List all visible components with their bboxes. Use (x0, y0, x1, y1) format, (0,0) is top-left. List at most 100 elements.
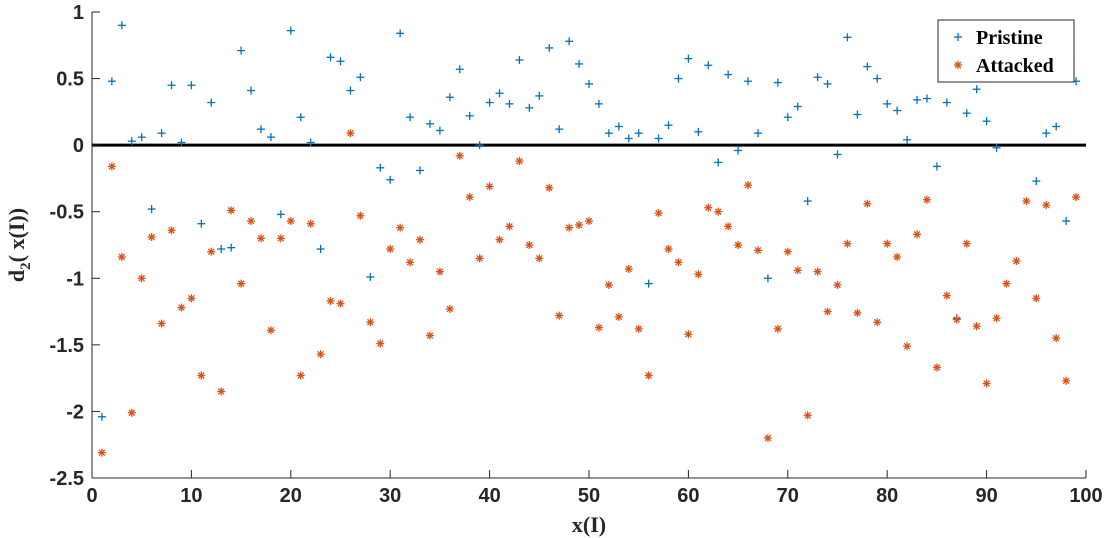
pristine-point (266, 133, 275, 142)
attacked-point (505, 222, 514, 231)
pristine-point (147, 205, 156, 214)
attacked-point (903, 342, 912, 351)
pristine-point (286, 26, 295, 35)
pristine-point (654, 134, 663, 143)
attacked-point (276, 234, 285, 243)
y-tick-label: -1.5 (50, 335, 84, 357)
attacked-point (376, 339, 385, 348)
pristine-point (942, 98, 951, 107)
pristine-point (873, 74, 882, 83)
attacked-point (843, 239, 852, 248)
attacked-point (833, 280, 842, 289)
pristine-point (992, 143, 1001, 152)
pristine-point (724, 70, 733, 79)
attacked-point (266, 326, 275, 335)
attacked-point (157, 319, 166, 328)
pristine-point (744, 77, 753, 86)
attacked-point (585, 217, 593, 226)
pristine-point (694, 127, 703, 136)
attacked-point (922, 195, 931, 204)
y-tick-label: -2.5 (50, 468, 84, 490)
attacked-point (1072, 193, 1081, 202)
attacked-point (674, 258, 683, 267)
attacked-point (435, 267, 444, 276)
pristine-point (296, 113, 305, 122)
attacked-point (575, 221, 584, 230)
pristine-point (227, 243, 236, 252)
attacked-point (962, 239, 971, 248)
attacked-point (644, 371, 653, 380)
attacked-point (425, 331, 434, 340)
attacked-point (694, 270, 703, 279)
attacked-point (455, 151, 464, 160)
x-tick-label: 0 (86, 485, 97, 507)
attacked-point (495, 235, 504, 244)
pristine-point (465, 111, 474, 120)
x-tick-label: 60 (677, 485, 699, 507)
legend-marker-pristine (954, 33, 962, 41)
attacked-point (684, 330, 693, 339)
attacked-point (873, 318, 882, 327)
pristine-point (396, 29, 405, 38)
pristine-point (445, 93, 454, 102)
attacked-point (535, 254, 544, 263)
attacked-point (386, 244, 395, 253)
pristine-point (187, 81, 196, 90)
attacked-point (604, 280, 613, 289)
pristine-point (1042, 129, 1051, 138)
pristine-point (207, 98, 216, 107)
pristine-point (107, 77, 116, 86)
x-tick-label: 50 (578, 485, 600, 507)
pristine-point (416, 166, 425, 175)
y-tick-label: 0.5 (56, 69, 84, 91)
attacked-point (594, 323, 603, 332)
pristine-point (505, 99, 514, 108)
pristine-point (157, 129, 166, 138)
attacked-point (247, 217, 256, 226)
pristine-point (962, 109, 971, 118)
pristine-point (644, 279, 653, 288)
attacked-point (634, 324, 643, 333)
attacked-point (197, 371, 206, 380)
attacked-point (97, 448, 106, 457)
attacked-point (515, 157, 524, 166)
pristine-point (346, 86, 355, 95)
attacked-point (555, 311, 564, 320)
pristine-point (614, 122, 623, 131)
attacked-point (813, 267, 822, 276)
pristine-point (406, 113, 415, 122)
attacked-point (793, 266, 802, 275)
pristine-point (704, 61, 713, 70)
attacked-point (127, 408, 136, 417)
pristine-point (585, 79, 593, 88)
pristine-point (674, 74, 683, 83)
y-axis-label: d2( x(I)) (4, 208, 34, 282)
attacked-point (147, 233, 156, 242)
attacked-point (296, 371, 305, 380)
series-pristine (97, 21, 1081, 421)
pristine-point (117, 21, 126, 30)
pristine-point (932, 162, 941, 171)
pristine-point (734, 146, 743, 155)
attacked-point (704, 203, 713, 212)
pristine-point (167, 81, 176, 90)
attacked-point (952, 315, 961, 324)
axis-ticks: 0 10 20 30 40 50 60 70 80 90 100 1 0.5 0 -0.5 -1 -1.5 -2 -… (50, 2, 1103, 507)
legend: Pristine Attacked (937, 19, 1075, 83)
attacked-point (803, 411, 812, 420)
pristine-point (237, 46, 246, 55)
pristine-point (386, 175, 395, 184)
pristine-point (773, 78, 782, 87)
pristine-point (177, 138, 186, 147)
pristine-point (197, 219, 206, 228)
attacked-point (773, 324, 782, 333)
pristine-point (594, 99, 603, 108)
pristine-point (783, 113, 792, 122)
pristine-point (684, 54, 693, 63)
attacked-point (763, 434, 772, 443)
pristine-point (565, 37, 574, 46)
attacked-point (853, 308, 862, 317)
pristine-point (366, 272, 375, 281)
pristine-point (1032, 177, 1041, 186)
